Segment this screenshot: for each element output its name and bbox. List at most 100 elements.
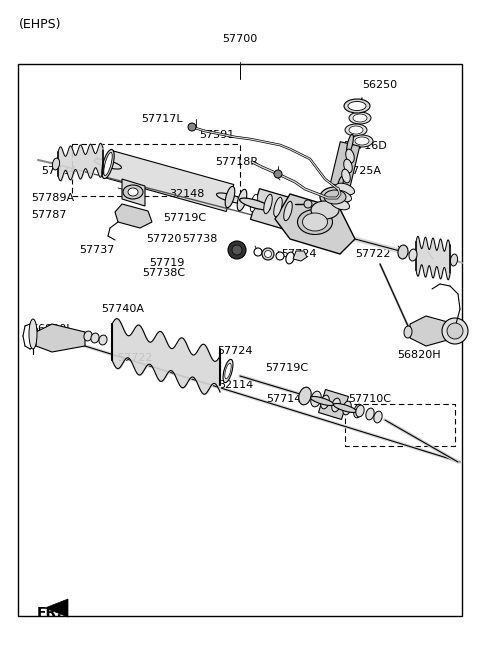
Text: 32114: 32114 bbox=[218, 379, 253, 390]
Ellipse shape bbox=[102, 150, 114, 179]
Ellipse shape bbox=[349, 112, 371, 124]
Ellipse shape bbox=[336, 177, 343, 196]
Text: FR.: FR. bbox=[36, 606, 62, 620]
Ellipse shape bbox=[346, 100, 368, 112]
Text: (EHPS): (EHPS) bbox=[19, 18, 62, 31]
Ellipse shape bbox=[342, 169, 350, 183]
Ellipse shape bbox=[299, 387, 311, 405]
Ellipse shape bbox=[355, 137, 369, 145]
Polygon shape bbox=[330, 142, 360, 188]
Ellipse shape bbox=[52, 158, 60, 170]
Ellipse shape bbox=[228, 241, 246, 259]
Text: 56820J: 56820J bbox=[31, 324, 70, 334]
Ellipse shape bbox=[333, 190, 351, 202]
Ellipse shape bbox=[346, 149, 354, 163]
Ellipse shape bbox=[354, 404, 362, 418]
Text: 57710C: 57710C bbox=[348, 394, 391, 404]
Ellipse shape bbox=[321, 395, 329, 409]
Ellipse shape bbox=[95, 159, 121, 169]
Text: 57718R: 57718R bbox=[215, 157, 258, 167]
Ellipse shape bbox=[450, 254, 457, 266]
Polygon shape bbox=[251, 188, 335, 241]
Ellipse shape bbox=[345, 124, 367, 136]
Text: 57734: 57734 bbox=[41, 166, 76, 177]
Ellipse shape bbox=[343, 401, 351, 415]
Ellipse shape bbox=[123, 185, 143, 199]
Text: 56820H: 56820H bbox=[397, 350, 441, 360]
Ellipse shape bbox=[311, 396, 334, 405]
Ellipse shape bbox=[348, 101, 366, 111]
Ellipse shape bbox=[409, 249, 417, 261]
Polygon shape bbox=[410, 316, 455, 346]
Ellipse shape bbox=[104, 152, 112, 176]
Ellipse shape bbox=[29, 319, 37, 349]
Ellipse shape bbox=[223, 359, 233, 383]
Ellipse shape bbox=[349, 126, 363, 134]
Polygon shape bbox=[115, 204, 152, 228]
Ellipse shape bbox=[264, 250, 272, 258]
Ellipse shape bbox=[404, 326, 412, 338]
Text: 57719: 57719 bbox=[149, 258, 184, 268]
Text: 57740A: 57740A bbox=[101, 303, 144, 314]
Polygon shape bbox=[319, 390, 348, 419]
Ellipse shape bbox=[366, 408, 374, 420]
Text: 57717L: 57717L bbox=[142, 114, 183, 124]
Text: 56250: 56250 bbox=[362, 80, 397, 90]
Ellipse shape bbox=[334, 404, 357, 413]
Ellipse shape bbox=[442, 318, 468, 344]
Ellipse shape bbox=[324, 190, 346, 204]
Ellipse shape bbox=[225, 186, 235, 208]
Polygon shape bbox=[36, 324, 85, 352]
Ellipse shape bbox=[298, 209, 333, 235]
Ellipse shape bbox=[330, 198, 349, 210]
Ellipse shape bbox=[286, 252, 294, 264]
Ellipse shape bbox=[254, 248, 262, 256]
Ellipse shape bbox=[311, 201, 339, 219]
Polygon shape bbox=[45, 599, 68, 617]
Text: 57738C: 57738C bbox=[143, 268, 186, 279]
Circle shape bbox=[274, 170, 282, 178]
Ellipse shape bbox=[347, 134, 353, 154]
Text: 57725A: 57725A bbox=[338, 166, 382, 177]
Text: 57714B: 57714B bbox=[266, 394, 310, 404]
Polygon shape bbox=[275, 194, 355, 254]
Ellipse shape bbox=[264, 194, 272, 214]
Text: 57719C: 57719C bbox=[163, 213, 206, 223]
Ellipse shape bbox=[311, 391, 321, 407]
Ellipse shape bbox=[276, 252, 284, 260]
Ellipse shape bbox=[344, 159, 352, 173]
Circle shape bbox=[188, 123, 196, 131]
Text: 57737: 57737 bbox=[79, 245, 115, 256]
Ellipse shape bbox=[447, 323, 463, 339]
Text: 57719C: 57719C bbox=[265, 362, 309, 373]
Ellipse shape bbox=[336, 183, 355, 195]
Text: 57722: 57722 bbox=[355, 249, 391, 259]
Ellipse shape bbox=[398, 245, 408, 259]
Circle shape bbox=[304, 200, 312, 208]
Ellipse shape bbox=[128, 188, 138, 196]
Ellipse shape bbox=[262, 248, 274, 260]
Ellipse shape bbox=[320, 187, 350, 207]
Ellipse shape bbox=[225, 363, 231, 379]
Ellipse shape bbox=[374, 411, 382, 423]
Text: 57720: 57720 bbox=[146, 233, 182, 244]
Ellipse shape bbox=[216, 193, 243, 203]
Polygon shape bbox=[122, 179, 145, 206]
Text: 57738: 57738 bbox=[182, 233, 218, 244]
Ellipse shape bbox=[91, 333, 99, 343]
Ellipse shape bbox=[332, 398, 340, 412]
Ellipse shape bbox=[99, 335, 107, 345]
Ellipse shape bbox=[274, 198, 282, 216]
Text: 57700: 57700 bbox=[222, 34, 258, 44]
Text: 32148: 32148 bbox=[169, 189, 204, 199]
Ellipse shape bbox=[237, 189, 247, 211]
Text: 57724: 57724 bbox=[281, 249, 316, 259]
Text: 57722: 57722 bbox=[118, 353, 153, 364]
Polygon shape bbox=[293, 251, 307, 261]
Ellipse shape bbox=[240, 198, 270, 210]
Text: 57787: 57787 bbox=[31, 209, 67, 220]
Bar bbox=[18, 64, 462, 616]
Ellipse shape bbox=[314, 220, 346, 232]
Polygon shape bbox=[104, 150, 234, 211]
Text: 57724: 57724 bbox=[217, 346, 253, 356]
